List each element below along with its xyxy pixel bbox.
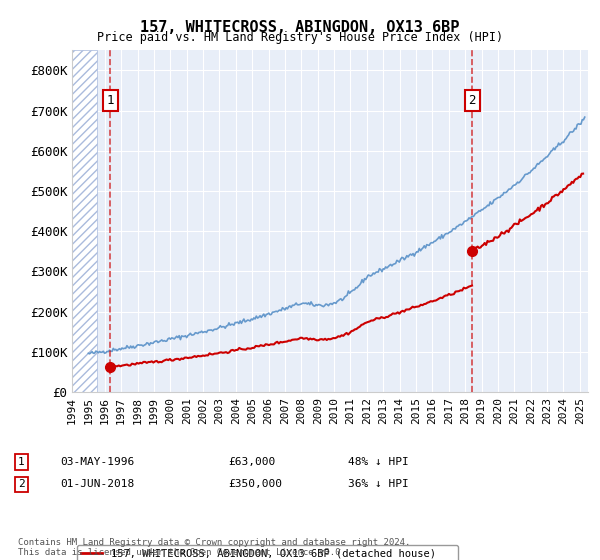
Text: 36% ↓ HPI: 36% ↓ HPI	[348, 479, 409, 489]
Text: £63,000: £63,000	[228, 457, 275, 467]
Text: 2: 2	[468, 94, 476, 107]
Text: £350,000: £350,000	[228, 479, 282, 489]
Text: 01-JUN-2018: 01-JUN-2018	[60, 479, 134, 489]
Text: Contains HM Land Registry data © Crown copyright and database right 2024.
This d: Contains HM Land Registry data © Crown c…	[18, 538, 410, 557]
Text: 1: 1	[18, 457, 25, 467]
Bar	[72, 50, 97, 392]
Text: 03-MAY-1996: 03-MAY-1996	[60, 457, 134, 467]
Text: Price paid vs. HM Land Registry's House Price Index (HPI): Price paid vs. HM Land Registry's House …	[97, 31, 503, 44]
Text: 157, WHITECROSS, ABINGDON, OX13 6BP: 157, WHITECROSS, ABINGDON, OX13 6BP	[140, 20, 460, 35]
Text: 2: 2	[18, 479, 25, 489]
Text: 48% ↓ HPI: 48% ↓ HPI	[348, 457, 409, 467]
Text: 1: 1	[107, 94, 114, 107]
Legend: 157, WHITECROSS, ABINGDON, OX13 6BP (detached house), HPI: Average price, detach: 157, WHITECROSS, ABINGDON, OX13 6BP (det…	[77, 544, 458, 560]
